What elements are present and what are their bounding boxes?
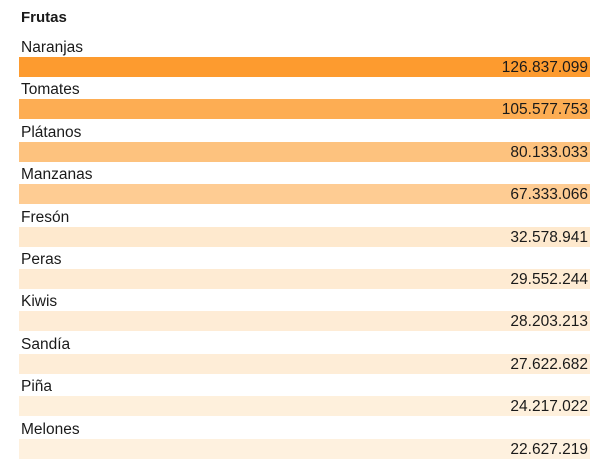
table-row: Kiwis 28.203.213 bbox=[19, 292, 590, 334]
value-label: 32.578.941 bbox=[510, 228, 588, 246]
category-label: Tomates bbox=[21, 81, 80, 99]
category-label: Piña bbox=[21, 378, 53, 396]
category-label: Manzanas bbox=[21, 166, 93, 184]
value-label: 67.333.066 bbox=[510, 186, 588, 204]
category-label: Naranjas bbox=[21, 39, 84, 56]
value-bar bbox=[19, 396, 590, 417]
table-row: Naranjas 126.837.099 bbox=[19, 38, 590, 80]
value-label: 80.133.033 bbox=[510, 143, 588, 161]
table-row: Peras 29.552.244 bbox=[19, 250, 590, 292]
value-label: 28.203.213 bbox=[510, 313, 588, 331]
value-label: 27.622.682 bbox=[510, 355, 588, 373]
category-label: Kiwis bbox=[21, 293, 58, 311]
table-row: Piña 24.217.022 bbox=[19, 377, 590, 419]
value-label: 24.217.022 bbox=[510, 398, 588, 416]
value-label: 105.577.753 bbox=[501, 101, 588, 119]
value-label: 126.837.099 bbox=[501, 59, 588, 76]
table-row: Tomates 105.577.753 bbox=[19, 80, 590, 122]
value-bar bbox=[19, 57, 590, 77]
value-bar bbox=[19, 184, 590, 205]
chart-title: Frutas bbox=[21, 9, 67, 26]
value-bar bbox=[19, 226, 590, 247]
value-bar bbox=[19, 311, 590, 332]
table-row: Fresón 32.578.941 bbox=[19, 208, 590, 250]
category-label: Fresón bbox=[21, 208, 70, 226]
category-label: Sandía bbox=[21, 335, 71, 353]
category-label: Plátanos bbox=[21, 123, 82, 141]
value-bar bbox=[19, 438, 590, 459]
value-bar bbox=[19, 268, 590, 289]
table-row: Manzanas 67.333.066 bbox=[19, 165, 590, 207]
table-row: Melones 22.627.219 bbox=[19, 420, 590, 462]
table-row: Plátanos 80.133.033 bbox=[19, 123, 590, 165]
value-bar bbox=[19, 99, 590, 120]
value-bar bbox=[19, 141, 590, 162]
value-label: 29.552.244 bbox=[510, 270, 588, 288]
table-row: Sandía 27.622.682 bbox=[19, 335, 590, 377]
value-label: 22.627.219 bbox=[510, 440, 588, 458]
ranking-rows: Naranjas 126.837.099 Tomates 105.577.753 Plá… bbox=[19, 38, 590, 462]
category-label: Melones bbox=[21, 420, 80, 438]
category-label: Peras bbox=[21, 250, 62, 268]
value-bar bbox=[19, 353, 590, 374]
